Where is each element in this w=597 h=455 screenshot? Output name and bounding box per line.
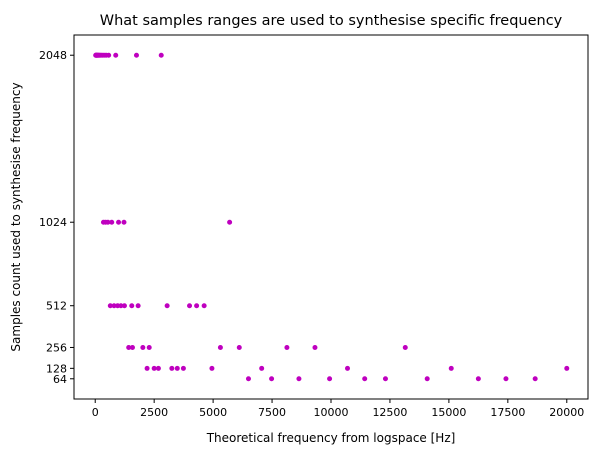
data-point: [194, 303, 200, 309]
data-point: [140, 344, 146, 350]
y-tick-label: 256: [46, 341, 67, 354]
data-point: [113, 52, 119, 58]
data-points: [93, 52, 570, 382]
x-tick-label: 2500: [140, 406, 168, 419]
data-point: [312, 344, 318, 350]
data-point: [448, 365, 454, 371]
x-tick-label: 17500: [490, 406, 525, 419]
data-point: [284, 344, 290, 350]
x-tick-label: 12500: [372, 406, 407, 419]
x-tick-label: 15000: [431, 406, 466, 419]
data-point: [164, 303, 170, 309]
data-point: [169, 365, 175, 371]
data-point: [424, 376, 430, 382]
data-point: [121, 219, 127, 225]
data-point: [209, 365, 215, 371]
x-tick-label: 0: [92, 406, 99, 419]
data-point: [174, 365, 180, 371]
data-point: [345, 365, 351, 371]
data-point: [129, 344, 135, 350]
data-point: [382, 376, 388, 382]
axis-ticks: 0 2500 5000 7500 10000 12500 15000 17500 20000 64…: [39, 49, 584, 419]
data-point: [135, 303, 141, 309]
data-point: [327, 376, 333, 382]
data-point: [187, 303, 193, 309]
data-point: [105, 219, 111, 225]
data-point: [259, 365, 265, 371]
y-tick-label: 128: [46, 362, 67, 375]
y-axis-label: Samples count used to synthesise frequen…: [9, 82, 23, 351]
data-point: [144, 365, 150, 371]
data-point: [245, 376, 251, 382]
y-tick-label: 512: [46, 300, 67, 313]
data-point: [475, 376, 481, 382]
data-point: [155, 365, 161, 371]
data-point: [269, 376, 275, 382]
data-point: [116, 219, 122, 225]
x-tick-label: 7500: [258, 406, 286, 419]
data-point: [201, 303, 207, 309]
data-point: [402, 344, 408, 350]
data-point: [126, 344, 132, 350]
data-point: [121, 303, 127, 309]
data-point: [133, 52, 139, 58]
chart-title: What samples ranges are used to synthesi…: [100, 13, 563, 29]
data-point: [109, 219, 115, 225]
data-point: [296, 376, 302, 382]
data-point: [151, 365, 157, 371]
data-point: [111, 303, 117, 309]
plot-frame: [73, 34, 589, 400]
data-point: [107, 303, 113, 309]
y-tick-label: 2048: [39, 49, 67, 62]
y-tick-label: 1024: [39, 216, 67, 229]
x-tick-label: 20000: [549, 406, 584, 419]
data-point: [564, 365, 570, 371]
data-point: [129, 303, 135, 309]
data-point: [532, 376, 538, 382]
x-tick-label: 5000: [199, 406, 227, 419]
x-tick-label: 10000: [314, 406, 349, 419]
data-point: [362, 376, 368, 382]
y-tick-label: 64: [53, 373, 67, 386]
x-axis-label: Theoretical frequency from logspace [Hz]: [206, 431, 456, 445]
data-point: [146, 344, 152, 350]
data-point: [106, 52, 112, 58]
data-point: [158, 52, 164, 58]
data-point: [217, 344, 223, 350]
data-point: [180, 365, 186, 371]
data-point: [503, 376, 509, 382]
data-point: [227, 219, 233, 225]
data-point: [236, 344, 242, 350]
data-point: [118, 303, 124, 309]
